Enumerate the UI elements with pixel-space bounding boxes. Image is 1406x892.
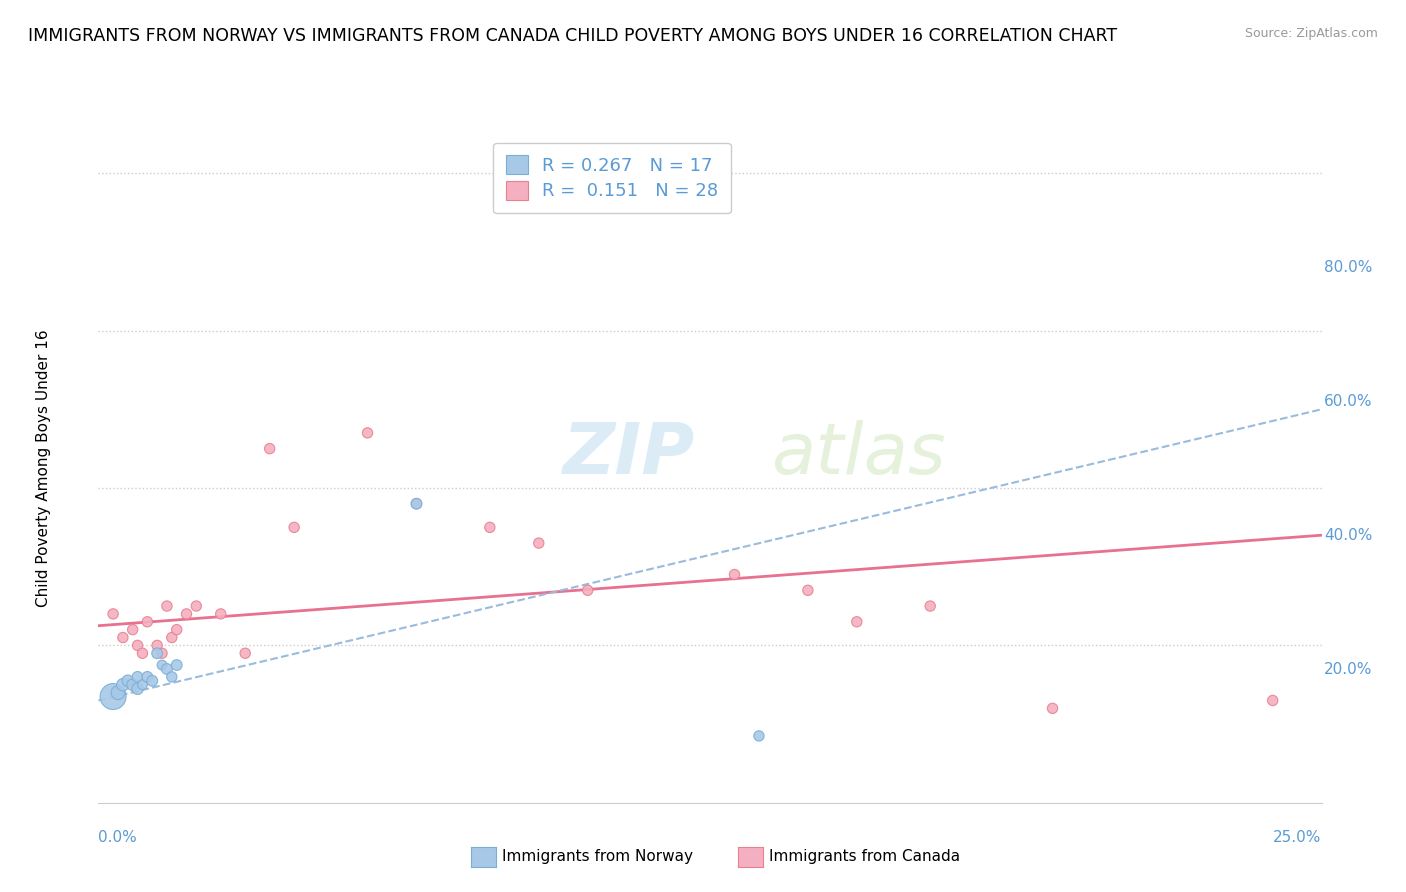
Point (121, 678, 143, 692)
Point (156, 662, 179, 676)
Text: 0.0%: 0.0% (98, 830, 138, 845)
Point (146, 639, 169, 653)
Text: atlas: atlas (772, 420, 946, 490)
Point (233, 646, 256, 660)
Point (107, 685, 129, 699)
Point (121, 623, 143, 637)
Text: Child Poverty Among Boys Under 16: Child Poverty Among Boys Under 16 (37, 329, 51, 607)
Point (259, 442, 281, 456)
Point (111, 678, 134, 692)
Point (209, 607, 232, 621)
Text: Immigrants from Norway: Immigrants from Norway (502, 849, 693, 863)
Text: 40.0%: 40.0% (1324, 528, 1372, 542)
Point (141, 673, 163, 688)
Text: 20.0%: 20.0% (1324, 662, 1372, 676)
Point (160, 670, 183, 684)
Text: 60.0%: 60.0% (1324, 394, 1372, 409)
Point (156, 599, 179, 613)
Point (576, 583, 599, 598)
Point (166, 658, 188, 673)
Point (146, 646, 169, 660)
Text: Source: ZipAtlas.com: Source: ZipAtlas.com (1244, 27, 1378, 40)
Point (405, 497, 427, 511)
Point (920, 599, 942, 613)
Point (845, 615, 868, 629)
Point (527, 536, 550, 550)
Text: ZIP: ZIP (564, 420, 696, 490)
Point (160, 631, 183, 645)
Text: IMMIGRANTS FROM NORWAY VS IMMIGRANTS FROM CANADA CHILD POVERTY AMONG BOYS UNDER : IMMIGRANTS FROM NORWAY VS IMMIGRANTS FRO… (28, 27, 1118, 45)
Text: Immigrants from Canada: Immigrants from Canada (769, 849, 960, 863)
Point (1261, 693, 1284, 707)
Point (127, 681, 149, 696)
Point (478, 520, 501, 534)
Point (1042, 701, 1064, 715)
Point (150, 658, 173, 673)
Point (131, 646, 153, 660)
Point (356, 425, 378, 440)
Point (127, 670, 149, 684)
Point (176, 607, 198, 621)
Point (405, 497, 427, 511)
Point (101, 607, 124, 621)
Point (136, 615, 159, 629)
Point (186, 599, 208, 613)
Legend: R = 0.267   N = 17, R =  0.151   N = 28: R = 0.267 N = 17, R = 0.151 N = 28 (494, 143, 731, 213)
Text: 80.0%: 80.0% (1324, 260, 1372, 275)
Point (127, 639, 149, 653)
Point (131, 678, 153, 692)
Point (797, 583, 820, 598)
Point (748, 729, 770, 743)
Point (101, 690, 124, 704)
Point (150, 646, 173, 660)
Text: 25.0%: 25.0% (1274, 830, 1322, 845)
Point (117, 673, 139, 688)
Point (111, 631, 134, 645)
Point (723, 567, 745, 582)
Point (166, 623, 188, 637)
Point (136, 670, 159, 684)
Point (283, 520, 305, 534)
